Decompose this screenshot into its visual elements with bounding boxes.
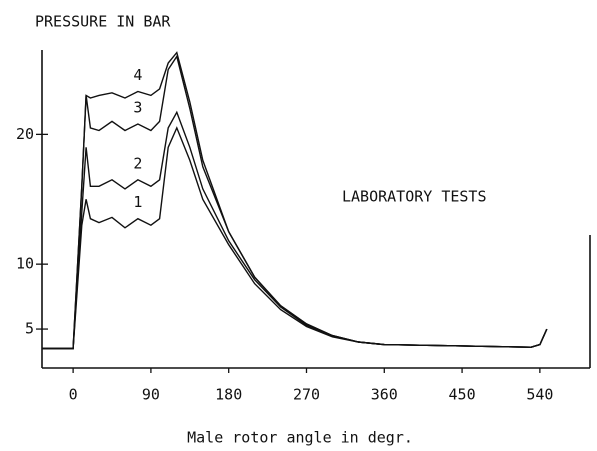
y-tick-label: 20: [16, 125, 34, 143]
line-series: [42, 110, 548, 350]
x-tick-label: 180: [215, 386, 242, 404]
series-label: 2: [133, 154, 142, 172]
y-tick-label: 5: [25, 320, 34, 338]
x-tick-label: 450: [449, 386, 476, 404]
x-tick-label: 270: [293, 386, 320, 404]
chart-title: PRESSURE IN BAR: [35, 13, 171, 31]
x-tick-label: 540: [526, 386, 553, 404]
x-tick-label: 90: [142, 386, 160, 404]
y-tick-label: 10: [16, 255, 34, 273]
series-label: 1: [133, 193, 142, 211]
series-label: 4: [133, 66, 142, 84]
series-label: 3: [133, 98, 142, 116]
line-series: [42, 51, 548, 350]
x-tick-label: 0: [69, 386, 78, 404]
x-axis-label: Male rotor angle in degr.: [187, 429, 413, 447]
x-tick-label: 360: [371, 386, 398, 404]
annotation: LABORATORY TESTS: [342, 188, 487, 206]
